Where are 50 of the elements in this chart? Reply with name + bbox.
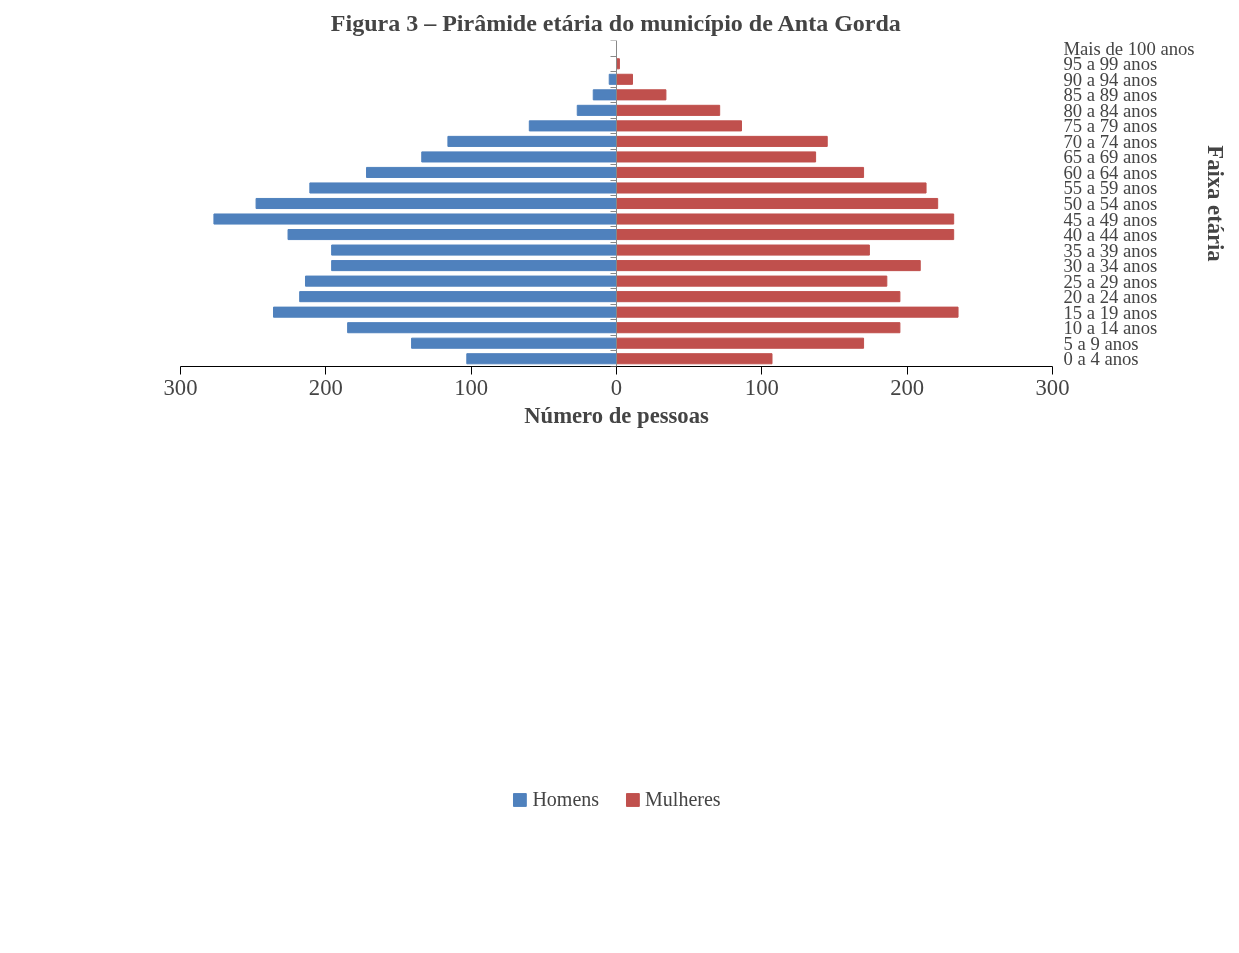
x-tick-label: 200: [308, 374, 343, 400]
bar: [616, 291, 901, 303]
bar: [616, 73, 633, 85]
x-tick-label: 100: [744, 374, 779, 400]
bar: [616, 322, 901, 334]
y-axis-title: Faixa etária: [1202, 145, 1228, 262]
bar: [466, 353, 617, 365]
bar: [576, 104, 617, 116]
bar: [616, 353, 773, 365]
bar: [331, 260, 617, 272]
bar: [592, 89, 617, 101]
x-tick-label: 200: [890, 374, 925, 400]
bar: [616, 337, 865, 349]
bar: [616, 151, 817, 163]
bar: [528, 120, 617, 132]
x-tick-label: 0: [610, 374, 623, 400]
y-tick-label: 50 a 54 anos: [1063, 193, 1158, 214]
bar: [299, 291, 617, 303]
bar: [255, 197, 617, 210]
legend-label: Homens: [532, 787, 600, 811]
bar: [616, 182, 927, 194]
bar: [309, 182, 617, 194]
bar: [447, 135, 617, 147]
legend-label: Mulheres: [645, 787, 721, 811]
bar: [616, 213, 955, 225]
bar: [616, 260, 921, 272]
x-tick-label: 300: [1035, 374, 1070, 400]
bar: [616, 135, 828, 147]
bar: [347, 322, 617, 334]
bar: [411, 337, 617, 349]
x-tick-label: 100: [454, 374, 489, 400]
bar: [616, 197, 939, 210]
bar: [421, 151, 617, 163]
bar: [616, 244, 870, 256]
bar: [304, 275, 617, 287]
x-tick-label: 300: [163, 374, 198, 400]
bar: [616, 89, 667, 101]
bar: [287, 229, 617, 241]
bar: [331, 244, 617, 256]
bar: [616, 275, 888, 287]
bar: [616, 229, 955, 241]
bar: [273, 306, 617, 318]
bar: [366, 166, 617, 178]
bar: [616, 104, 721, 116]
bar: [616, 306, 959, 318]
bar: [616, 166, 865, 178]
bar: [616, 120, 742, 132]
bar: [213, 213, 617, 225]
chart-title: Figura 3 – Pirâmide etária do município de Anta Gorda: [330, 9, 901, 36]
x-axis-title: Número de pessoas: [524, 402, 709, 428]
